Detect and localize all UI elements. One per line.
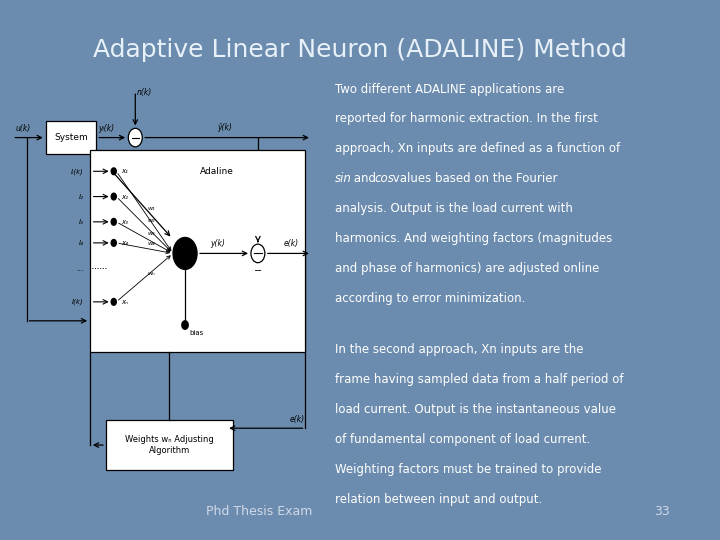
Text: sin: sin [335,172,351,185]
Text: System: System [54,133,88,142]
Text: I₂: I₂ [78,193,84,200]
Text: load current. Output is the instantaneous value: load current. Output is the instantaneou… [335,403,616,416]
Text: Weights wₙ Adjusting
Algorithm: Weights wₙ Adjusting Algorithm [125,435,214,455]
Text: I₃: I₃ [78,219,84,225]
Text: approach, Xn inputs are defined as a function of: approach, Xn inputs are defined as a fun… [335,143,620,156]
Circle shape [111,219,117,225]
Text: values based on the Fourier: values based on the Fourier [389,172,557,185]
Text: and phase of harmonics) are adjusted online: and phase of harmonics) are adjusted onl… [335,262,599,275]
Text: Phd Thesis Exam: Phd Thesis Exam [206,505,312,518]
Text: relation between input and output.: relation between input and output. [335,492,542,505]
Circle shape [128,129,143,147]
Circle shape [111,193,117,200]
Bar [106,420,233,470]
Text: wₙ: wₙ [148,271,156,276]
Text: of fundamental component of load current.: of fundamental component of load current… [335,433,590,446]
Text: ŷ(k): ŷ(k) [217,123,232,132]
Text: e(k): e(k) [283,239,298,248]
Text: u(k): u(k) [16,124,31,133]
Text: w₂: w₂ [148,218,156,223]
Text: I₄: I₄ [78,240,84,246]
Bar [45,121,96,154]
Text: frame having sampled data from a half period of: frame having sampled data from a half pe… [335,373,624,386]
Text: xₙ: xₙ [122,299,129,305]
Text: Weighting factors must be trained to provide: Weighting factors must be trained to pro… [335,463,601,476]
Text: bias: bias [190,330,204,336]
Text: I(k): I(k) [72,299,84,305]
Text: and: and [349,172,379,185]
Text: 33: 33 [654,505,670,518]
Circle shape [111,240,117,246]
Text: n(k): n(k) [137,89,152,98]
Text: ...: ... [76,264,84,273]
Text: w₃: w₃ [148,231,156,236]
Circle shape [111,299,117,305]
Text: e(k): e(k) [289,415,305,424]
Text: x₄: x₄ [122,240,129,246]
Text: Iₗ(k): Iₗ(k) [71,168,84,174]
Text: Adaptive Linear Neuron (ADALINE) Method: Adaptive Linear Neuron (ADALINE) Method [93,38,627,62]
Text: reported for harmonic extraction. In the first: reported for harmonic extraction. In the… [335,112,598,125]
Text: In the second approach, Xn inputs are the: In the second approach, Xn inputs are th… [335,343,583,356]
Circle shape [182,321,188,329]
Text: x₂: x₂ [122,193,129,200]
Text: cos: cos [374,172,394,185]
Text: y(k): y(k) [210,239,225,248]
Text: yₗ(k): yₗ(k) [98,124,114,133]
Text: according to error minimization.: according to error minimization. [335,292,525,305]
Text: −: − [254,266,263,276]
Text: w₁: w₁ [148,206,156,211]
Text: w₄: w₄ [148,241,156,246]
Text: harmonics. And weighting factors (magnitudes: harmonics. And weighting factors (magnit… [335,232,612,245]
Text: analysis. Output is the load current with: analysis. Output is the load current wit… [335,202,572,215]
Text: Two different ADALINE applications are: Two different ADALINE applications are [335,83,564,96]
Circle shape [111,168,117,174]
Text: x₁: x₁ [122,168,129,174]
Circle shape [251,244,265,262]
Text: x₃: x₃ [122,219,129,225]
Circle shape [173,238,197,269]
Bar [90,150,305,353]
Text: Adaline: Adaline [199,167,234,176]
